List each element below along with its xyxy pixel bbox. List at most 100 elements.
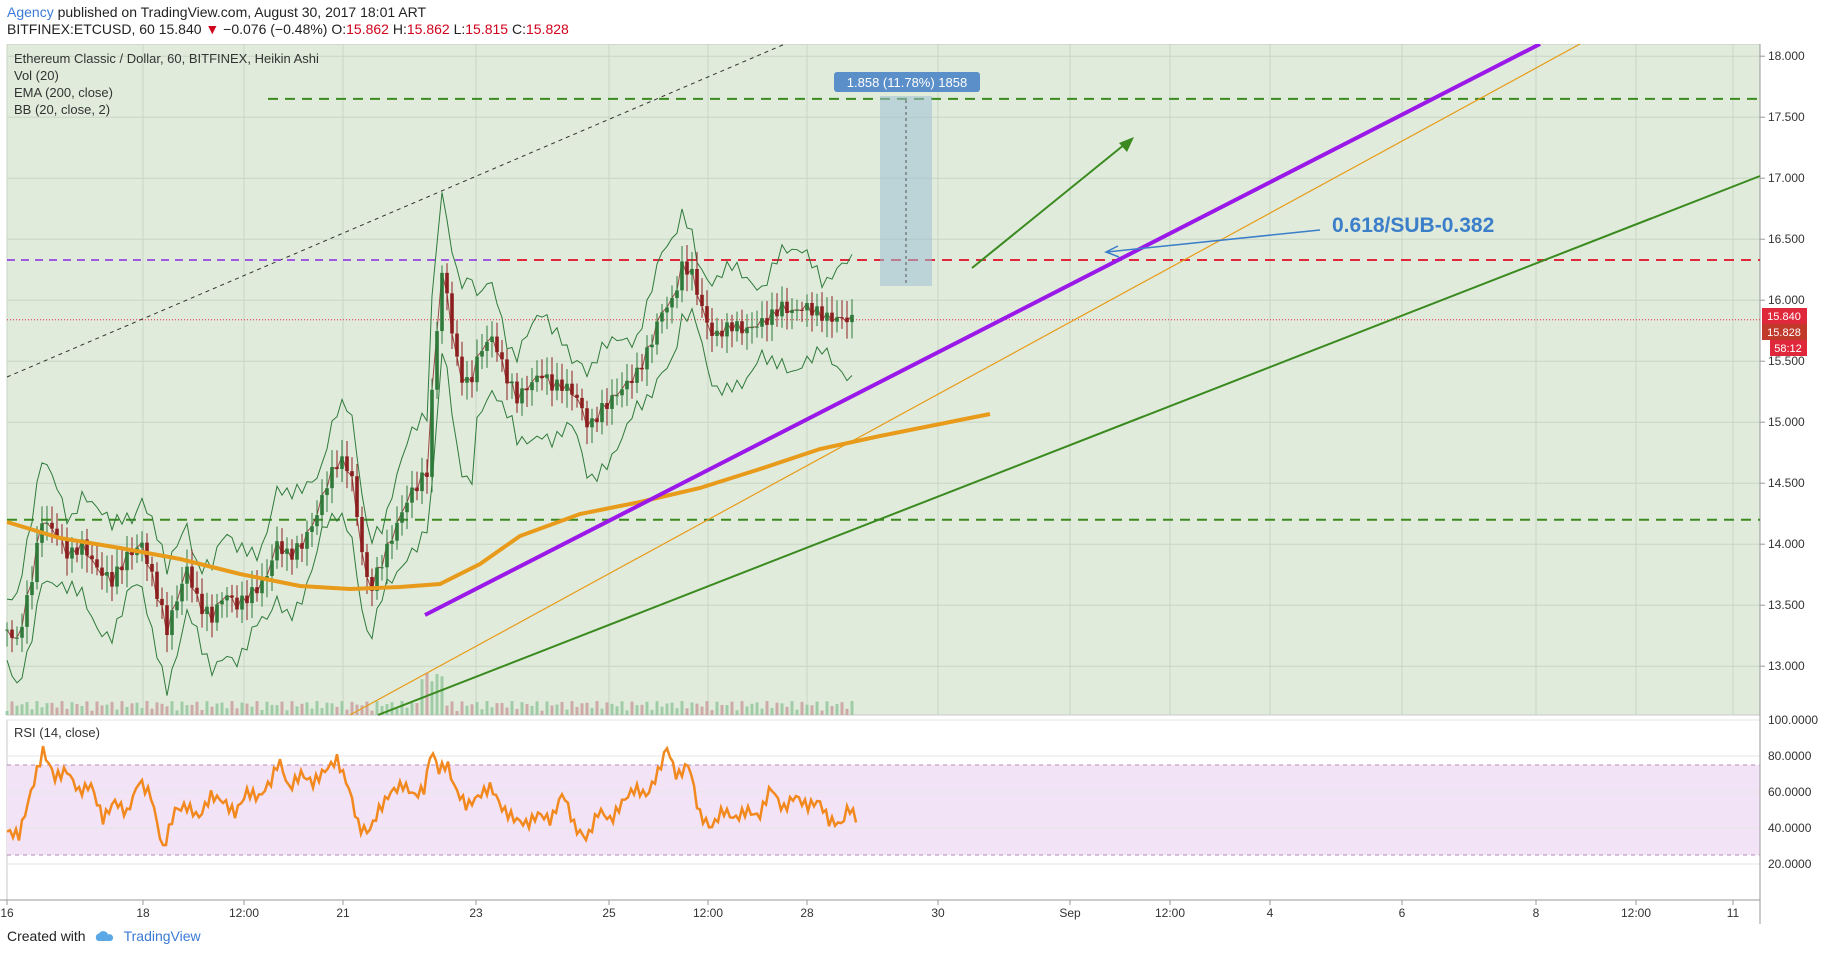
- orange-trend-line[interactable]: [349, 44, 1581, 716]
- candle-body: [150, 563, 154, 572]
- volume-bar: [820, 710, 824, 715]
- close-price-tag-text: 15.828: [1767, 327, 1801, 339]
- price-axis[interactable]: 18.000 17.500 17.000 16.500 16.000 15.500 15.0…: [1760, 49, 1805, 673]
- volume-bar: [695, 703, 699, 715]
- candle-body: [735, 321, 739, 332]
- tradingview-cloud-icon: [95, 931, 113, 941]
- time-tick-label: 18: [136, 906, 150, 920]
- candle-body: [680, 261, 684, 291]
- candle-body: [705, 306, 709, 323]
- volume-bar: [625, 710, 629, 715]
- rsi-tick-label: 80.0000: [1768, 749, 1812, 763]
- ema-200-line[interactable]: [6, 412, 991, 592]
- volume-bar: [470, 704, 474, 715]
- volume-bar: [460, 701, 464, 715]
- candle-body: [140, 542, 144, 548]
- candle-body: [445, 272, 449, 294]
- candle-body: [825, 312, 829, 321]
- candle-body: [485, 341, 489, 351]
- volume-bar: [250, 706, 254, 715]
- volume-bar: [245, 703, 249, 715]
- rsi-axis[interactable]: 100.0000 80.0000 60.0000 40.0000 20.0000: [1768, 713, 1818, 871]
- candle-body: [45, 522, 49, 524]
- volume-bar: [300, 703, 304, 715]
- rsi-tick-label: 40.0000: [1768, 821, 1812, 835]
- volume-bar: [845, 708, 849, 715]
- candle-body: [180, 583, 184, 602]
- candle-body: [640, 367, 644, 370]
- time-tick-label: 21: [336, 906, 350, 920]
- candle-body: [520, 388, 524, 404]
- green-trend-line[interactable]: [377, 175, 1761, 716]
- last-price-tag: [1762, 308, 1807, 324]
- volume-bar: [235, 708, 239, 715]
- price-hgrid: [7, 55, 1760, 667]
- volume-bar: [330, 703, 334, 715]
- black-dashed-channel-line[interactable]: [6, 44, 786, 378]
- green-arrow-line[interactable]: [971, 139, 1131, 269]
- time-tick-label: 6: [1399, 906, 1406, 920]
- candle-body: [460, 356, 464, 383]
- candle-body: [600, 403, 604, 423]
- last-price-tag-text: 15.840: [1767, 311, 1801, 323]
- purple-trend-line[interactable]: [424, 44, 1541, 617]
- candle-body: [325, 488, 329, 496]
- tradingview-link[interactable]: TradingView: [123, 928, 201, 944]
- candle-body: [740, 321, 744, 334]
- fib-annotation: 0.618/SUB-0.382: [1332, 214, 1494, 237]
- volume-bar: [665, 703, 669, 715]
- candle-body: [300, 543, 304, 549]
- candle-body: [15, 637, 19, 639]
- volume-bar: [775, 702, 779, 715]
- volume-bar: [370, 710, 374, 715]
- volume-bar: [525, 704, 529, 715]
- volume-bar: [45, 703, 49, 715]
- candle-body: [645, 347, 649, 370]
- time-tick-label: 25: [602, 906, 616, 920]
- price-tick-label: 17.500: [1768, 110, 1805, 124]
- volume-bar: [5, 711, 9, 715]
- candle-body: [840, 317, 844, 319]
- open-label: O:: [331, 21, 347, 37]
- price-tick-label: 18.000: [1768, 49, 1805, 63]
- candle-body: [565, 383, 569, 391]
- volume-bar: [165, 706, 169, 715]
- volume-bar: [700, 706, 704, 715]
- volume-bar: [575, 706, 579, 715]
- volume-bar: [465, 705, 469, 715]
- candle-body: [175, 601, 179, 611]
- chart-svg[interactable]: 1.858 (11.78%) 1858 0.618/SUB-0.382 Ethe…: [0, 44, 1824, 924]
- candle-body: [215, 604, 219, 623]
- volume-bar: [255, 701, 259, 715]
- volume-bar: [690, 702, 694, 715]
- close-label: C:: [511, 21, 526, 37]
- volume-bar: [240, 702, 244, 715]
- candle-body: [475, 356, 479, 383]
- rsi-line[interactable]: [6, 745, 858, 847]
- volume-bar: [540, 710, 544, 715]
- volume-bar: [345, 709, 349, 715]
- volume-bar: [785, 706, 789, 715]
- candle-body: [400, 512, 404, 523]
- volume-bar: [30, 709, 34, 715]
- volume-bar: [685, 708, 689, 715]
- price-tick-label: 14.500: [1768, 476, 1805, 490]
- volume-bar: [670, 702, 674, 715]
- candle-body: [690, 268, 694, 275]
- author-link[interactable]: Agency: [7, 4, 54, 20]
- volume-bar: [110, 701, 114, 715]
- volume-bar: [705, 701, 709, 715]
- volume-bar: [160, 703, 164, 715]
- time-axis[interactable]: 16 18 12:00 21 23 25 12:00 28 30 Sep 12:00 4 6 8 12:00…: [0, 900, 1740, 920]
- candle-body: [365, 552, 369, 577]
- candle-body: [570, 383, 574, 395]
- low-value: 15.815: [465, 21, 509, 37]
- volume-bar: [645, 701, 649, 715]
- blue-arrow-line[interactable]: [1106, 229, 1321, 253]
- candle-body: [415, 487, 419, 492]
- candle-body: [450, 293, 454, 334]
- volume-bar: [410, 702, 414, 715]
- volume-bar: [515, 708, 519, 715]
- rsi-band: [7, 765, 1760, 855]
- volume-bar: [710, 710, 714, 715]
